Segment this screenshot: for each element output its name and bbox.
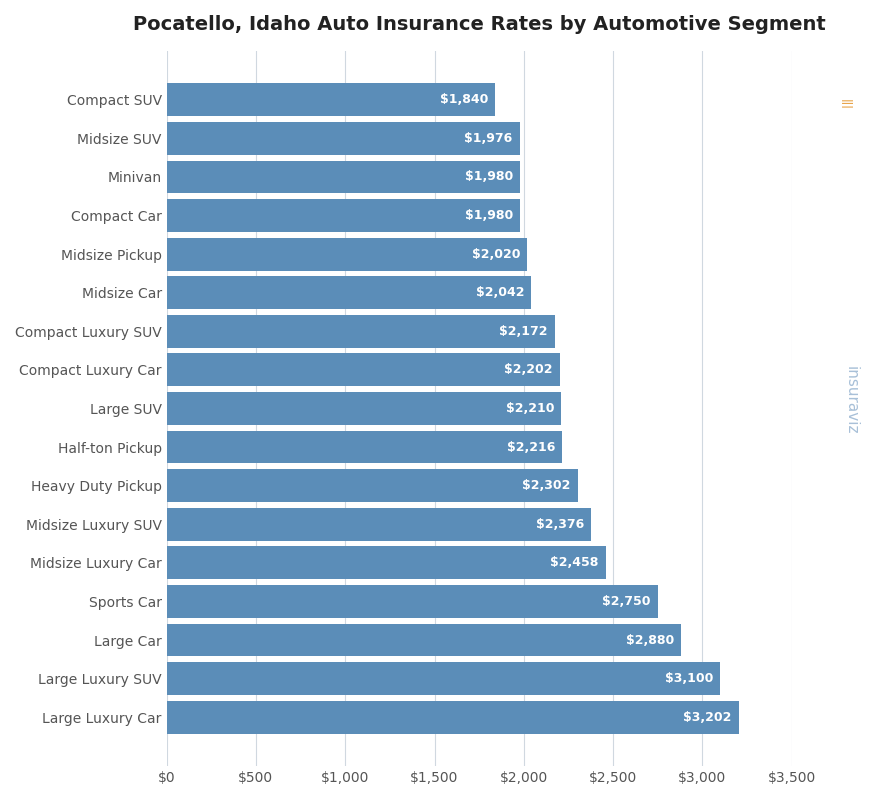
Bar: [167, 392, 561, 425]
Text: $1,980: $1,980: [464, 170, 513, 183]
Text: $3,100: $3,100: [664, 672, 713, 685]
Text: $1,980: $1,980: [464, 209, 513, 222]
Bar: [167, 199, 520, 232]
Text: $2,750: $2,750: [601, 595, 650, 608]
Bar: [167, 276, 531, 309]
Bar: [167, 83, 494, 116]
Text: $2,302: $2,302: [521, 479, 570, 492]
Text: insuraviz: insuraviz: [842, 366, 858, 434]
Text: $1,840: $1,840: [439, 94, 488, 106]
Text: $2,020: $2,020: [471, 248, 520, 261]
Bar: [167, 624, 680, 657]
Text: $2,376: $2,376: [535, 518, 583, 530]
Bar: [167, 662, 720, 695]
Bar: [167, 315, 554, 348]
Text: $2,880: $2,880: [625, 634, 673, 646]
Text: $2,202: $2,202: [504, 363, 552, 376]
Bar: [167, 701, 738, 734]
Text: $1,976: $1,976: [463, 132, 512, 145]
Title: Pocatello, Idaho Auto Insurance Rates by Automotive Segment: Pocatello, Idaho Auto Insurance Rates by…: [133, 15, 825, 34]
Bar: [167, 585, 657, 618]
Text: $2,458: $2,458: [549, 556, 598, 570]
Text: $2,210: $2,210: [505, 402, 554, 415]
Bar: [167, 161, 520, 194]
Bar: [167, 430, 561, 463]
Bar: [167, 546, 605, 579]
Bar: [167, 508, 590, 541]
Text: $2,172: $2,172: [498, 325, 547, 338]
Bar: [167, 122, 519, 154]
Bar: [167, 470, 577, 502]
Text: $3,202: $3,202: [682, 710, 731, 724]
Bar: [167, 354, 560, 386]
Text: |||: |||: [839, 98, 850, 110]
Text: $2,216: $2,216: [507, 441, 554, 454]
Bar: [167, 238, 527, 270]
Text: $2,042: $2,042: [475, 286, 524, 299]
